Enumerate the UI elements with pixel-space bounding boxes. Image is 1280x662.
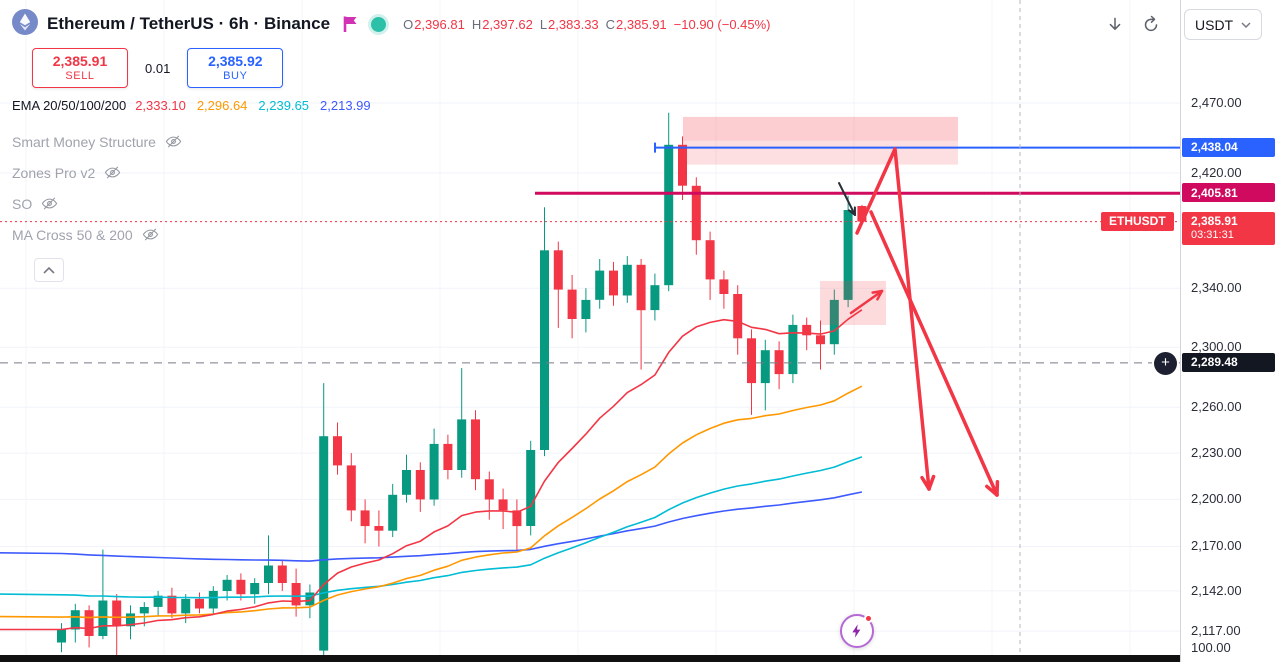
open-value: 2,396.81 (414, 16, 465, 32)
ema-values: 2,333.10 2,296.64 2,239.65 2,213.99 (135, 98, 370, 113)
high-value: 2,397.62 (482, 16, 533, 32)
refresh-button[interactable] (1136, 10, 1166, 40)
market-status-icon (371, 16, 387, 32)
ema-value: 2,213.99 (320, 97, 371, 113)
price-tag: 2,438.04 (1182, 137, 1275, 157)
close-value: 2,385.91 (616, 16, 667, 32)
indicator-row[interactable]: Smart Money Structure (12, 126, 771, 157)
time-axis-strip (0, 655, 1180, 662)
price-tick-label: 2,260.00 (1191, 399, 1242, 415)
price-tick-label: 2,230.00 (1191, 445, 1242, 461)
ema-indicator-legend[interactable]: EMA 20/50/100/200 2,333.10 2,296.64 2,239.… (12, 96, 771, 114)
indicator-label: Zones Pro v2 (12, 164, 96, 181)
buy-button[interactable]: 2,385.92 BUY (187, 48, 284, 88)
price-tick-label: 2,170.00 (1191, 538, 1242, 554)
buy-label: BUY (223, 70, 248, 82)
indicator-label: SO (12, 195, 33, 212)
add-alert-button[interactable]: + (1154, 352, 1177, 375)
collapse-indicators-button[interactable] (34, 258, 64, 282)
symbol-title[interactable]: Ethereum / TetherUS · 6h · Binance (47, 14, 331, 33)
ema-value: 2,296.64 (196, 97, 248, 113)
price-tag: 2,289.48 (1182, 352, 1275, 372)
hidden-indicator-list: Smart Money Structure Zones Pro v2 SO MA Cr… (12, 126, 771, 250)
price-change: −10.90 (−0.45%) (673, 16, 771, 32)
price-line-symbol-tag: ETHUSDT (1101, 212, 1174, 231)
notification-dot (864, 614, 873, 623)
download-button[interactable] (1100, 10, 1130, 40)
price-tick-label: 2,300.00 (1191, 339, 1242, 355)
ai-assistant-button[interactable] (840, 614, 874, 648)
trade-panel: 2,385.91 SELL 0.01 2,385.92 BUY (32, 48, 771, 88)
open-label: O (403, 16, 414, 32)
currency-dropdown[interactable]: USDT (1184, 9, 1262, 40)
price-tag: 2,385.91 03:31:31 (1182, 211, 1275, 245)
sell-button[interactable]: 2,385.91 SELL (32, 48, 128, 88)
low-label: L (539, 16, 548, 32)
refresh-icon (1141, 15, 1161, 35)
visibility-off-icon[interactable] (142, 226, 159, 243)
candlestick-chart[interactable] (0, 0, 1180, 662)
visibility-off-icon[interactable] (41, 195, 58, 212)
price-tick-label: 2,470.00 (1191, 95, 1242, 110)
price-tick-label: 2,200.00 (1191, 491, 1242, 507)
indicator-row[interactable]: SO (12, 188, 771, 219)
indicator-row[interactable]: Zones Pro v2 (12, 157, 771, 188)
high-label: H (471, 16, 482, 32)
visibility-off-icon[interactable] (104, 164, 121, 181)
price-tick-label: 100.00 (1191, 640, 1231, 655)
chevron-down-icon (1241, 21, 1251, 28)
ema-value: 2,333.10 (135, 97, 186, 113)
ema-indicator-label: EMA 20/50/100/200 (12, 97, 127, 113)
indicator-label: MA Cross 50 & 200 (12, 226, 133, 243)
price-axis[interactable]: 2,470.00 2,420.00 2,340.00 2,300.00 2,260.00… (1180, 0, 1280, 662)
flag-icon[interactable] (343, 15, 358, 33)
sell-price: 2,385.91 (52, 53, 108, 69)
lightning-bolt-icon (849, 623, 865, 639)
currency-value: USDT (1195, 16, 1234, 33)
symbol-row: Ethereum / TetherUS · 6h · Binance O 2,39… (12, 8, 771, 40)
ethereum-logo-icon (12, 8, 38, 40)
spread-value: 0.01 (145, 60, 171, 76)
ema-value: 2,239.65 (258, 97, 310, 113)
topbar-right: USDT (1100, 9, 1262, 40)
price-tag: 2,405.81 (1182, 183, 1275, 203)
chart-legend: Ethereum / TetherUS · 6h · Binance O 2,39… (12, 8, 771, 282)
low-value: 2,383.33 (548, 16, 599, 32)
ohlc-readout: O 2,396.81 H 2,397.62 L 2,383.33 C 2,385.91 … (403, 17, 770, 32)
buy-price: 2,385.92 (208, 53, 263, 69)
price-tick-label: 2,340.00 (1191, 280, 1242, 296)
price-tick-label: 2,420.00 (1191, 165, 1242, 181)
visibility-off-icon[interactable] (165, 133, 182, 150)
sell-label: SELL (65, 70, 95, 82)
close-label: C (605, 16, 616, 32)
indicator-label: Smart Money Structure (12, 133, 156, 150)
price-tick-label: 2,142.00 (1191, 582, 1242, 598)
indicator-row[interactable]: MA Cross 50 & 200 (12, 219, 771, 250)
chevron-up-icon (43, 266, 55, 274)
arrow-down-icon (1105, 15, 1125, 35)
price-tick-label: 2,117.00 (1191, 623, 1241, 639)
